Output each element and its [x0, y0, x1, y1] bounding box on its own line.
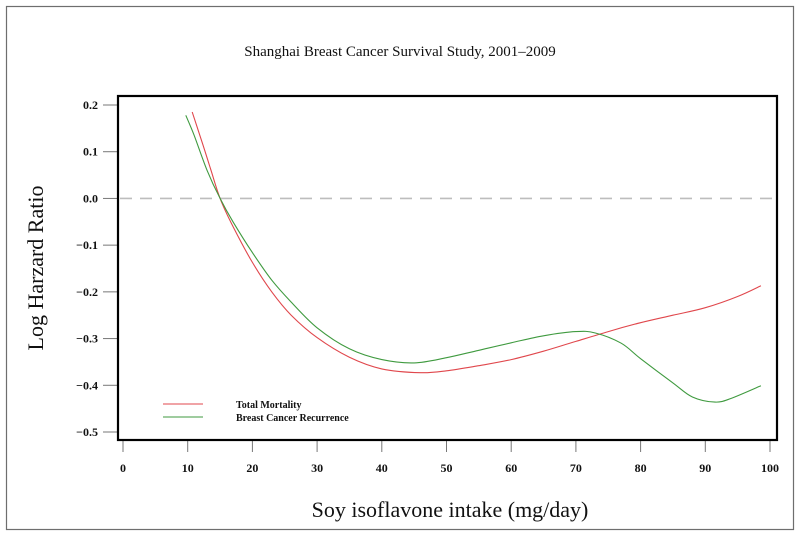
x-tick-label: 0 [120, 461, 126, 475]
chart-title: Shanghai Breast Cancer Survival Study, 2… [244, 44, 555, 60]
x-tick-label: 20 [246, 461, 258, 475]
x-tick-label: 100 [761, 461, 779, 475]
y-tick-label: 0.2 [83, 98, 98, 112]
y-tick-label: −0.3 [76, 332, 98, 346]
y-tick-label: −0.2 [76, 285, 98, 299]
y-tick-label: −0.1 [76, 238, 98, 252]
series-line-total-mortality [191, 111, 762, 374]
y-tick-label: 0.0 [83, 191, 98, 205]
x-tick-label: 70 [570, 461, 582, 475]
series-line-breast-cancer-recurrence [185, 115, 762, 403]
x-tick-label: 50 [441, 461, 453, 475]
x-tick-label: 90 [699, 461, 711, 475]
y-tick-label: −0.5 [76, 425, 98, 439]
x-tick-label: 80 [635, 461, 647, 475]
y-axis-label: Log Harzard Ratio [23, 186, 48, 351]
x-tick-label: 10 [182, 461, 194, 475]
x-tick-label: 30 [311, 461, 323, 475]
plot-frame [116, 94, 779, 442]
y-tick-label: −0.4 [76, 378, 98, 392]
x-axis-label: Soy isoflavone intake (mg/day) [312, 497, 589, 522]
y-tick-label: 0.1 [83, 145, 98, 159]
x-tick-label: 60 [505, 461, 517, 475]
plot-area: 0.2 0.1 0.0 −0.1 −0.2 −0.3 −0.4 −0.5 0 10 20 30 40 50… [76, 94, 779, 475]
legend-label-breast-cancer-recurrence: Breast Cancer Recurrence [236, 413, 349, 424]
legend-label-total-mortality: Total Mortality [236, 400, 301, 411]
outer-frame [5, 5, 795, 531]
x-tick-label: 40 [376, 461, 388, 475]
